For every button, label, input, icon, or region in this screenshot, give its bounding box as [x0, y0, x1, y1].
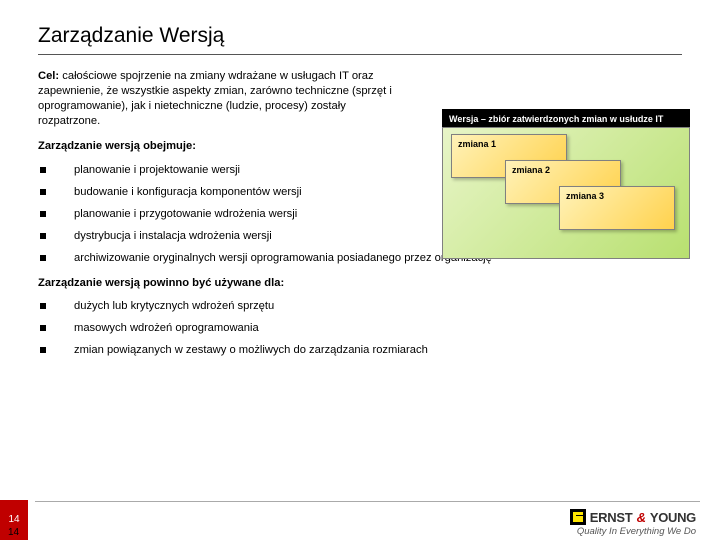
- bullet-text: dużych lub krytycznych wdrożeń sprzętu: [74, 299, 682, 314]
- content-area: Zarządzanie Wersją Wersja – zbiór zatwie…: [0, 0, 720, 359]
- title-rule: [38, 54, 682, 55]
- card-label: zmiana 3: [566, 191, 604, 201]
- brand-name-b: YOUNG: [650, 510, 696, 525]
- list-item: masowych wdrożeń oprogramowania: [38, 321, 682, 336]
- subheading-usedfor: Zarządzanie wersją powinno być używane d…: [38, 276, 682, 291]
- diagram-body: zmiana 1 zmiana 2 zmiana 3: [442, 127, 690, 259]
- goal-text: całościowe spojrzenie na zmiany wdrażane…: [38, 70, 392, 127]
- footer: 14 ERNST & YOUNG Quality In Everything W…: [0, 500, 720, 540]
- list-item: dużych lub krytycznych wdrożeń sprzętu: [38, 299, 682, 314]
- list-item: zmian powiązanych w zestawy o możliwych …: [38, 343, 682, 358]
- brand-block: ERNST & YOUNG Quality In Everything We D…: [570, 509, 696, 537]
- bullet-icon: [40, 167, 46, 173]
- body-area: Wersja – zbiór zatwierdzonych zmian w us…: [38, 69, 682, 359]
- bullet-text: masowych wdrożeń oprogramowania: [74, 321, 682, 336]
- bullet-icon: [40, 233, 46, 239]
- bullet-icon: [40, 303, 46, 309]
- ey-logo-icon: [570, 509, 586, 525]
- bullet-list-2: dużych lub krytycznych wdrożeń sprzętu m…: [38, 299, 682, 358]
- bullet-icon: [40, 189, 46, 195]
- goal-paragraph: Cel: całościowe spojrzenie na zmiany wdr…: [38, 69, 408, 129]
- page-title: Zarządzanie Wersją: [38, 24, 682, 48]
- slide: Zarządzanie Wersją Wersja – zbiór zatwie…: [0, 0, 720, 540]
- brand-name-a: ERNST: [590, 510, 633, 525]
- brand-top: ERNST & YOUNG: [570, 509, 696, 525]
- goal-label: Cel:: [38, 70, 59, 82]
- diagram-title: Wersja – zbiór zatwierdzonych zmian w us…: [442, 109, 690, 127]
- brand-name: ERNST & YOUNG: [590, 510, 696, 525]
- page-number-outer: 14: [8, 527, 19, 538]
- brand-amp: &: [637, 510, 646, 525]
- diagram-card: zmiana 3: [559, 186, 675, 230]
- bullet-icon: [40, 211, 46, 217]
- version-diagram: Wersja – zbiór zatwierdzonych zmian w us…: [442, 109, 690, 259]
- bullet-text: zmian powiązanych w zestawy o możliwych …: [74, 343, 682, 358]
- brand-tagline: Quality In Everything We Do: [570, 526, 696, 537]
- bullet-icon: [40, 347, 46, 353]
- card-label: zmiana 2: [512, 165, 550, 175]
- bullet-icon: [40, 255, 46, 261]
- card-label: zmiana 1: [458, 139, 496, 149]
- bullet-icon: [40, 325, 46, 331]
